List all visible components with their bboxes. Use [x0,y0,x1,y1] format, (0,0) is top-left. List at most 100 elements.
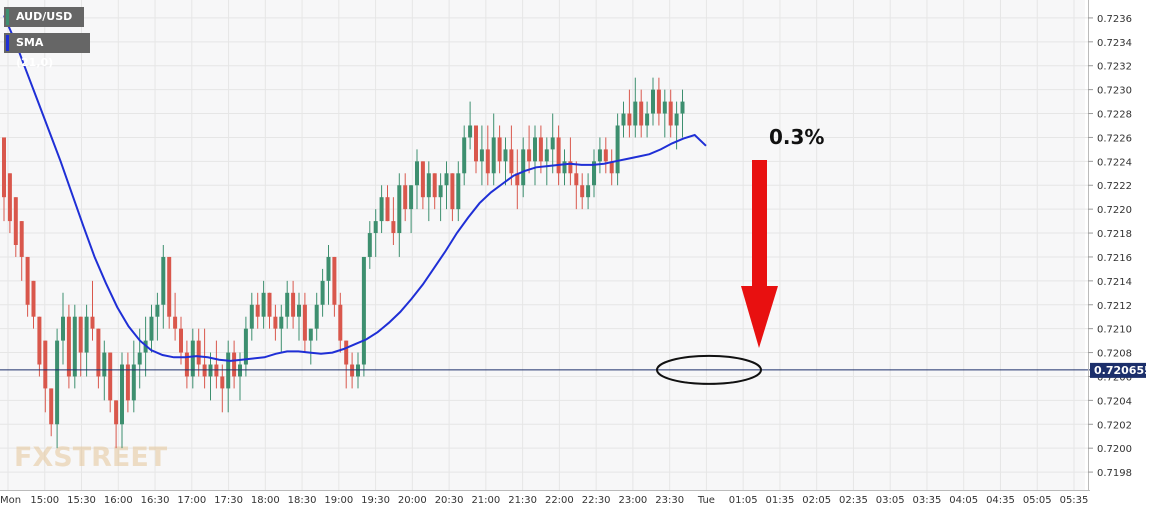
candle-body-up [479,149,484,162]
candle-body-down [338,304,343,341]
x-tick-label: 15:30 [67,495,96,506]
x-tick-label: 18:30 [288,495,317,506]
candle-body-up [586,185,591,198]
candle-body-up [243,328,248,365]
candle-body-down [556,137,561,174]
candle-body-down [108,352,113,401]
y-tick-label: 0.7208 [1097,349,1132,360]
candle-body-up [320,280,325,305]
candle-body-down [350,364,355,377]
y-tick-label: 0.7224 [1097,157,1132,168]
y-tick-label: 0.7204 [1097,396,1132,407]
x-tick-label: 16:00 [104,495,133,506]
x-tick-label: 22:30 [582,495,611,506]
x-tick-label: 23:30 [655,495,684,506]
candle-body-up [361,256,366,365]
candle-body-up [444,173,449,186]
candle-body-up [279,316,284,329]
candle-body-down [167,256,172,317]
candle-body-down [19,221,24,257]
candle-body-up [308,328,313,341]
candle-body-down [656,89,661,114]
candle-body-up [314,304,319,329]
candle-body-up [645,113,650,126]
candle-body-down [574,173,579,186]
candle-body-down [509,149,514,174]
candle-body-down [196,340,201,365]
candle-body-down [450,173,455,210]
candle-body-down [403,185,408,210]
symbol-label: AUD/USD [16,10,73,23]
x-tick-label: 19:30 [361,495,390,506]
candle-body-up [226,352,231,389]
watermark: FXSTREET [14,442,168,473]
candle-body-up [326,256,331,281]
candle-body-down [609,161,614,174]
candle-body-up [261,292,266,317]
x-tick-label: 19:00 [324,495,353,506]
candle-body-down [485,149,490,174]
y-tick-label: 0.7226 [1097,133,1132,144]
candle-body-up [503,149,508,162]
candle-body-up [562,161,567,174]
y-tick-label: 0.7210 [1097,325,1132,336]
candle-body-up [409,185,414,210]
candle-body-down [78,316,83,353]
candle-body-up [491,137,496,174]
candle-body-down [232,352,237,377]
candle-body-up [285,292,290,317]
candle-body-up [208,364,213,377]
y-tick-label: 0.7216 [1097,253,1132,264]
y-tick-label: 0.7218 [1097,229,1132,240]
candle-body-up [72,316,77,377]
candle-body-down [639,101,644,126]
candle-body-up [155,304,160,317]
candle-body-up [137,352,142,365]
sma-line [3,15,707,362]
candle-body-up [662,101,667,114]
candle-body-up [415,161,419,186]
candle-body-down [49,388,54,425]
symbol-swatch [6,9,9,25]
x-tick-label: 23:00 [618,495,647,506]
y-tick-label: 0.7220 [1097,205,1132,216]
candle-body-up [633,101,638,126]
candle-body-up [161,256,166,305]
candlesticks [2,77,685,449]
candle-body-down [627,113,632,126]
y-tick-label: 0.7222 [1097,181,1132,192]
drop-arrow [741,160,778,348]
candle-body-up [426,173,431,198]
candle-body-down [344,340,349,365]
candle-body-down [25,256,30,305]
candle-body-up [367,233,372,257]
candle-body-up [621,113,626,126]
x-tick-label: 20:30 [435,495,464,506]
price-tag-background [1090,362,1146,378]
arrow-head [741,286,778,348]
x-tick-label: Mon [0,495,21,506]
x-tick-label: 02:05 [802,495,831,506]
y-tick-label: 0.7234 [1097,38,1132,49]
candle-body-up [149,316,154,341]
x-tick-label: 21:00 [471,495,500,506]
candle-body-down [43,340,48,389]
indicator-legend[interactable]: SMA (21,0) [4,33,90,69]
candle-body-up [131,364,136,401]
x-tick-label: 03:05 [876,495,905,506]
y-axis-ticks: 0.7236 0.7234 0.7232 0.7230 0.7228 0.7226 0.72… [1088,14,1132,479]
y-tick-label: 0.7232 [1097,62,1132,73]
price-tag-value: 0.720655 [1094,364,1152,377]
current-price-tag: 0.720655 [1090,362,1152,378]
price-highlight-ellipse [656,354,762,385]
candle-body-down [179,328,183,353]
candle-body-down [580,185,585,198]
candle-body-up [297,304,301,317]
watermark-text: FXSTREET [14,442,168,473]
candle-body-up [379,197,384,222]
candle-body-up [61,316,65,341]
y-tick-label: 0.7214 [1097,277,1132,288]
y-tick-label: 0.7198 [1097,468,1132,479]
symbol-legend[interactable]: AUD/USD [4,7,84,27]
candle-body-down [173,316,178,329]
